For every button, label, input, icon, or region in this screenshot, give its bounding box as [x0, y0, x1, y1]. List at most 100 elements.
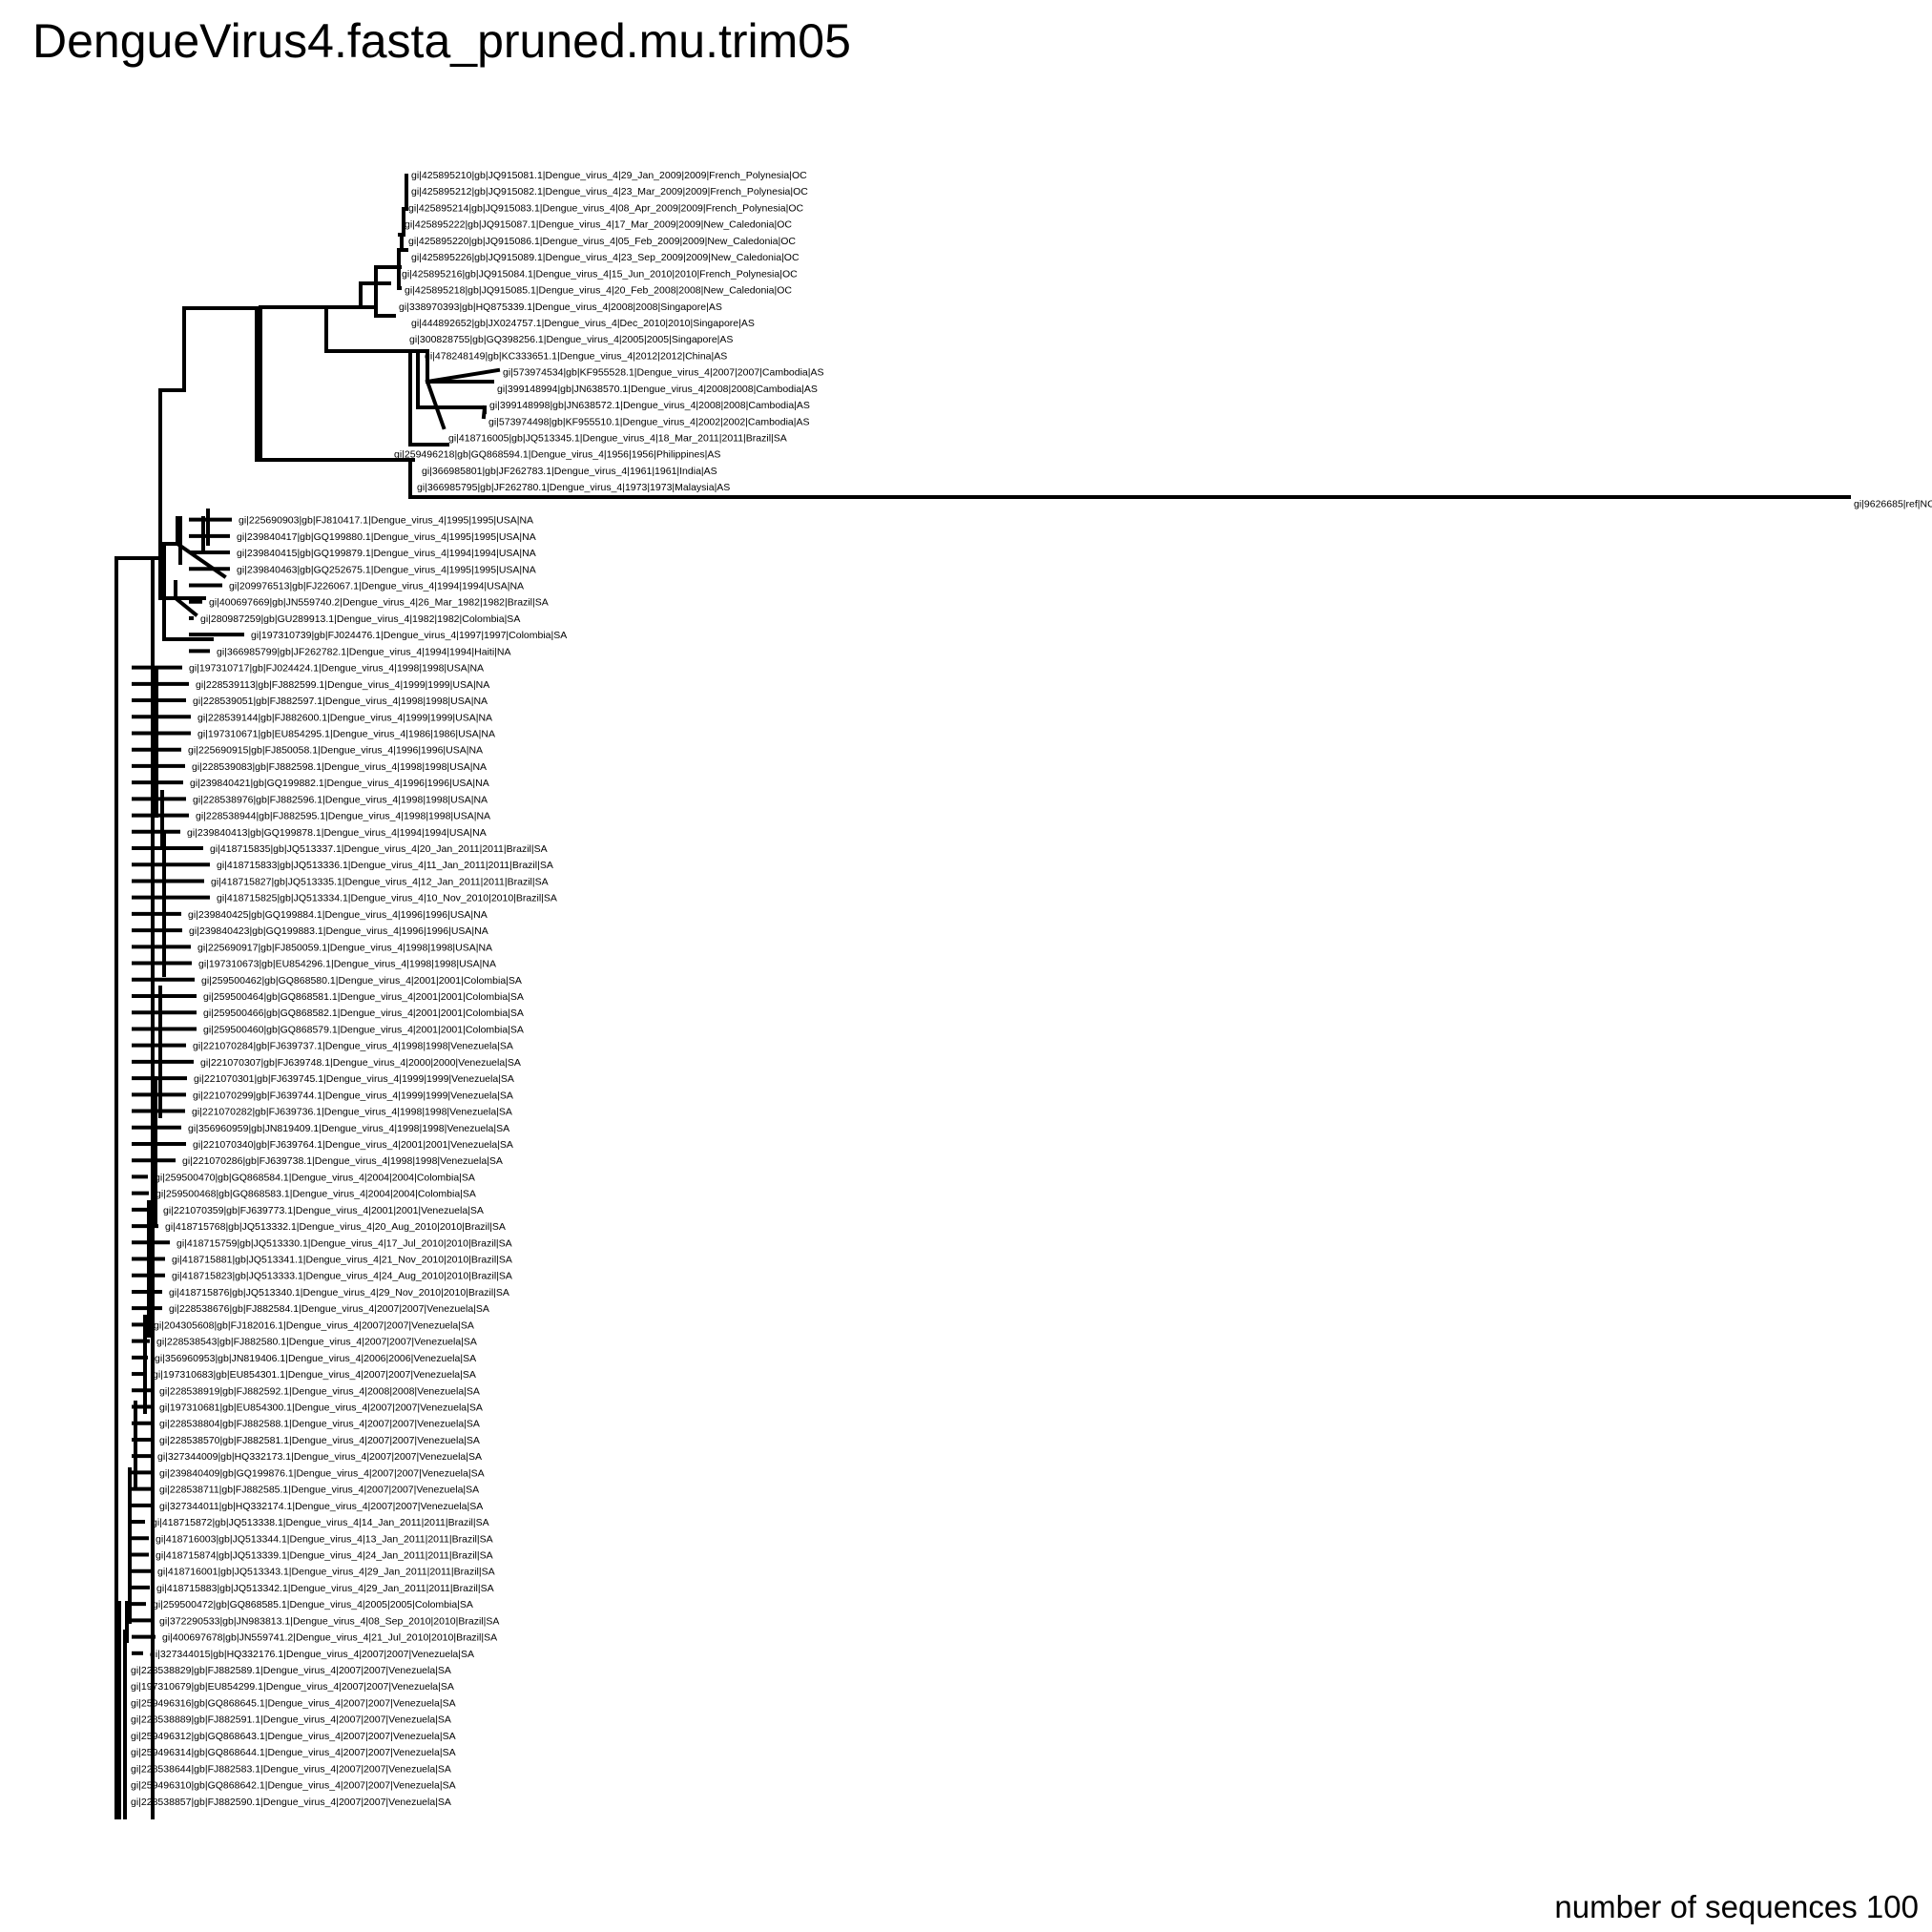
sequence-count-label: number of sequences 100 [1554, 1889, 1919, 1924]
tip-label: gi|228539144|gb|FJ882600.1|Dengue_virus_… [197, 712, 492, 723]
tip-label: gi|228538543|gb|FJ882580.1|Dengue_virus_… [156, 1337, 477, 1348]
tip-label: gi|197310717|gb|FJ024424.1|Dengue_virus_… [189, 663, 484, 675]
tree-branch [175, 541, 227, 579]
tip-label: gi|418715872|gb|JQ513338.1|Dengue_virus_… [152, 1517, 489, 1528]
tip-label: gi|228539083|gb|FJ882598.1|Dengue_virus_… [192, 761, 487, 773]
tip-label: gi|228538857|gb|FJ882590.1|Dengue_virus_… [131, 1797, 451, 1808]
tip-label: gi|239840417|gb|GQ199880.1|Dengue_virus_… [237, 531, 536, 543]
tip-label: gi|197310671|gb|EU854295.1|Dengue_virus_… [197, 728, 495, 739]
tip-label: gi|259496310|gb|GQ868642.1|Dengue_virus_… [131, 1780, 456, 1792]
tip-label: gi|221070359|gb|FJ639773.1|Dengue_virus_… [163, 1205, 484, 1216]
tip-label: gi|418716001|gb|JQ513343.1|Dengue_virus_… [157, 1567, 495, 1578]
tip-label: gi|418716003|gb|JQ513344.1|Dengue_virus_… [156, 1533, 493, 1545]
tip-label: gi|228538889|gb|FJ882591.1|Dengue_virus_… [131, 1714, 451, 1726]
tip-label: gi|259496316|gb|GQ868645.1|Dengue_virus_… [131, 1697, 456, 1709]
tip-label: gi|425895212|gb|JQ915082.1|Dengue_virus_… [411, 186, 808, 197]
tip-label: gi|228539113|gb|FJ882599.1|Dengue_virus_… [196, 679, 489, 691]
tip-label: gi|425895222|gb|JQ915087.1|Dengue_virus_… [405, 219, 792, 231]
tree-branch [173, 595, 198, 617]
tip-label: gi|573974534|gb|KF955528.1|Dengue_virus_… [503, 367, 824, 379]
tip-label: gi|327344011|gb|HQ332174.1|Dengue_virus_… [159, 1501, 483, 1512]
tip-label: gi|259496218|gb|GQ868594.1|Dengue_virus_… [394, 449, 720, 461]
tip-label: gi|418715759|gb|JQ513330.1|Dengue_virus_… [177, 1237, 512, 1249]
tip-label: gi|418715827|gb|JQ513335.1|Dengue_virus_… [211, 876, 549, 887]
tip-label: gi|221070284|gb|FJ639737.1|Dengue_virus_… [193, 1041, 513, 1052]
tip-label: gi|573974498|gb|KF955510.1|Dengue_virus_… [488, 416, 810, 427]
tip-label: gi|239840421|gb|GQ199882.1|Dengue_virus_… [190, 778, 489, 789]
tip-label: gi|221070286|gb|FJ639738.1|Dengue_virus_… [182, 1155, 503, 1167]
tip-label: gi|418715768|gb|JQ513332.1|Dengue_virus_… [165, 1221, 506, 1233]
tip-label: gi|418715874|gb|JQ513339.1|Dengue_virus_… [156, 1549, 493, 1561]
tip-label: gi|356960959|gb|JN819409.1|Dengue_virus_… [188, 1123, 509, 1134]
tree-branch [481, 405, 488, 420]
tip-label: gi|228538644|gb|FJ882583.1|Dengue_virus_… [131, 1763, 451, 1775]
tip-label: gi|228538919|gb|FJ882592.1|Dengue_virus_… [159, 1385, 480, 1397]
tip-label: gi|338970393|gb|HQ875339.1|Dengue_virus_… [399, 301, 722, 313]
tip-label: gi|239840409|gb|GQ199876.1|Dengue_virus_… [159, 1467, 485, 1479]
tip-label: gi|259500472|gb|GQ868585.1|Dengue_virus_… [153, 1599, 473, 1610]
tip-labels: gi|425895210|gb|JQ915081.1|Dengue_virus_… [131, 170, 1932, 1808]
tip-label: gi|356960953|gb|JN819406.1|Dengue_virus_… [155, 1353, 476, 1364]
tip-label: gi|259500468|gb|GQ868583.1|Dengue_virus_… [156, 1189, 476, 1200]
tree-branch [425, 367, 501, 384]
tip-label: gi|259500470|gb|GQ868584.1|Dengue_virus_… [155, 1172, 475, 1183]
tip-label: gi|425895218|gb|JQ915085.1|Dengue_virus_… [405, 285, 792, 297]
tip-label: gi|228538829|gb|FJ882589.1|Dengue_virus_… [131, 1665, 451, 1676]
tip-label: gi|300828755|gb|GQ398256.1|Dengue_virus_… [409, 334, 733, 345]
tip-label: gi|444892652|gb|JX024757.1|Dengue_virus_… [411, 318, 755, 329]
tip-label: gi|366985795|gb|JF262780.1|Dengue_virus_… [417, 482, 730, 493]
tip-label: gi|478248149|gb|KC333651.1|Dengue_virus_… [425, 350, 727, 362]
tip-label: gi|366985801|gb|JF262783.1|Dengue_virus_… [422, 466, 717, 477]
tip-label: gi|197310739|gb|FJ024476.1|Dengue_virus_… [251, 630, 567, 641]
tip-label: gi|425895216|gb|JQ915084.1|Dengue_virus_… [402, 268, 798, 280]
tip-label: gi|221070307|gb|FJ639748.1|Dengue_virus_… [200, 1057, 521, 1069]
tip-label: gi|228538711|gb|FJ882585.1|Dengue_virus_… [159, 1485, 479, 1496]
tip-label: gi|400697669|gb|JN559740.2|Dengue_virus_… [209, 597, 549, 609]
tip-label: gi|418715881|gb|JQ513341.1|Dengue_virus_… [172, 1255, 512, 1266]
tip-label: gi|221070299|gb|FJ639744.1|Dengue_virus_… [193, 1090, 513, 1101]
tip-label: gi|225690915|gb|FJ850058.1|Dengue_virus_… [188, 745, 483, 757]
tip-label: gi|225690917|gb|FJ850059.1|Dengue_virus_… [197, 942, 492, 953]
tip-label: gi|228538976|gb|FJ882596.1|Dengue_virus_… [193, 794, 488, 805]
tip-label: gi|418716005|gb|JQ513345.1|Dengue_virus_… [448, 433, 787, 445]
tip-label: gi|327344009|gb|HQ332173.1|Dengue_virus_… [157, 1451, 482, 1463]
tip-label: gi|239840463|gb|GQ252675.1|Dengue_virus_… [237, 564, 536, 575]
tip-label: gi|9626685|ref|NC [1854, 498, 1932, 509]
tip-label: gi|399148998|gb|JN638572.1|Dengue_virus_… [489, 400, 810, 411]
tip-label: gi|259500466|gb|GQ868582.1|Dengue_virus_… [203, 1008, 524, 1019]
tip-label: gi|228538676|gb|FJ882584.1|Dengue_virus_… [169, 1303, 489, 1315]
tip-label: gi|221070340|gb|FJ639764.1|Dengue_virus_… [193, 1139, 513, 1151]
tip-label: gi|204305608|gb|FJ182016.1|Dengue_virus_… [154, 1319, 474, 1331]
tip-label: gi|197310681|gb|EU854300.1|Dengue_virus_… [159, 1402, 483, 1414]
tip-label: gi|225690903|gb|FJ810417.1|Dengue_virus_… [239, 515, 533, 527]
tip-label: gi|418715835|gb|JQ513337.1|Dengue_virus_… [210, 843, 548, 855]
tip-label: gi|399148994|gb|JN638570.1|Dengue_virus_… [497, 384, 818, 395]
tip-label: gi|197310679|gb|EU854299.1|Dengue_virus_… [131, 1681, 454, 1693]
tip-label: gi|228538804|gb|FJ882588.1|Dengue_virus_… [159, 1419, 480, 1430]
tip-label: gi|239840415|gb|GQ199879.1|Dengue_virus_… [237, 548, 536, 559]
tree-branch [425, 379, 447, 430]
tip-label: gi|259500464|gb|GQ868581.1|Dengue_virus_… [203, 991, 524, 1003]
tip-label: gi|425895226|gb|JQ915089.1|Dengue_virus_… [411, 252, 800, 263]
tip-label: gi|327344015|gb|HQ332176.1|Dengue_virus_… [150, 1649, 474, 1660]
tip-label: gi|239840425|gb|GQ199884.1|Dengue_virus_… [188, 909, 488, 921]
tip-label: gi|228538944|gb|FJ882595.1|Dengue_virus_… [196, 811, 490, 822]
tip-label: gi|239840413|gb|GQ199878.1|Dengue_virus_… [187, 827, 487, 839]
tip-label: gi|280987259|gb|GU289913.1|Dengue_virus_… [200, 613, 520, 625]
tip-label: gi|418715825|gb|JQ513334.1|Dengue_virus_… [217, 893, 557, 904]
tip-label: gi|418715876|gb|JQ513340.1|Dengue_virus_… [169, 1287, 509, 1298]
tip-label: gi|221070282|gb|FJ639736.1|Dengue_virus_… [192, 1107, 512, 1118]
tip-label: gi|228539051|gb|FJ882597.1|Dengue_virus_… [193, 696, 488, 707]
tip-label: gi|366985799|gb|JF262782.1|Dengue_virus_… [217, 646, 510, 657]
tip-label: gi|425895214|gb|JQ915083.1|Dengue_virus_… [408, 202, 804, 214]
tip-label: gi|239840423|gb|GQ199883.1|Dengue_virus_… [189, 925, 488, 937]
tip-label: gi|259496312|gb|GQ868643.1|Dengue_virus_… [131, 1731, 456, 1742]
tip-label: gi|259500462|gb|GQ868580.1|Dengue_virus_… [201, 975, 522, 987]
tree-branches [114, 174, 1851, 1819]
tip-label: gi|425895210|gb|JQ915081.1|Dengue_virus_… [411, 170, 807, 181]
tip-label: gi|418715833|gb|JQ513336.1|Dengue_virus_… [217, 860, 553, 871]
tip-label: gi|197310683|gb|EU854301.1|Dengue_virus_… [153, 1369, 476, 1381]
tip-label: gi|221070301|gb|FJ639745.1|Dengue_virus_… [194, 1073, 514, 1085]
tip-label: gi|400697678|gb|JN559741.2|Dengue_virus_… [162, 1632, 497, 1644]
